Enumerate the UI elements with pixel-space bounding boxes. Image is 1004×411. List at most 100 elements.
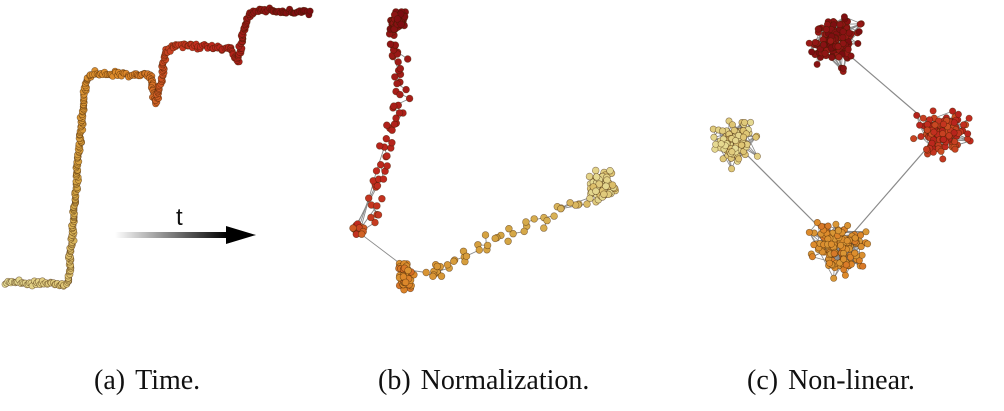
- graph-node: [483, 241, 492, 250]
- cluster-node: [854, 39, 862, 47]
- graph-node: [401, 278, 410, 287]
- cluster-node: [735, 155, 743, 163]
- cluster-node: [752, 133, 760, 141]
- cluster-node: [805, 228, 813, 236]
- time-arrow-shaft: [115, 232, 227, 238]
- graph-node: [522, 218, 530, 226]
- cluster-node: [741, 119, 749, 127]
- graph-node: [404, 55, 412, 63]
- panel-b-normalization-graph: [349, 8, 619, 294]
- graph-node: [475, 246, 483, 254]
- cluster-node: [824, 222, 832, 230]
- graph-node: [592, 187, 600, 195]
- cluster-node: [808, 253, 816, 261]
- trajectory-node: [306, 7, 314, 15]
- cluster-node: [855, 28, 863, 36]
- cluster-node: [728, 148, 736, 156]
- cluster-node: [862, 228, 870, 236]
- cluster-node: [839, 28, 847, 36]
- panel-c-nodes: [709, 13, 974, 282]
- graph-node: [583, 200, 591, 208]
- cluster-node: [821, 49, 829, 57]
- graph-node: [402, 85, 410, 94]
- cluster-node: [738, 141, 746, 149]
- cluster-node: [847, 52, 855, 60]
- cluster-node: [965, 114, 973, 122]
- cluster-node: [813, 219, 821, 227]
- panel-c-nonlinear-graph: [709, 13, 974, 282]
- panel-a-time-trajectory: t: [1, 4, 314, 290]
- cluster-node: [954, 110, 962, 118]
- cluster-node: [835, 53, 843, 61]
- graph-node: [383, 152, 391, 160]
- cluster-node: [950, 129, 958, 137]
- cluster-node: [717, 140, 725, 148]
- graph-node: [372, 167, 381, 175]
- cluster-node: [837, 241, 845, 249]
- cluster-node: [851, 249, 859, 257]
- cluster-node: [949, 107, 957, 115]
- graph-node: [390, 120, 399, 128]
- cluster-node: [916, 121, 924, 129]
- graph-node: [394, 58, 402, 66]
- cluster-node: [864, 240, 872, 248]
- panel-a-nodes: [1, 4, 314, 290]
- cluster-node: [939, 120, 947, 128]
- cluster-node: [910, 135, 918, 143]
- cluster-node: [834, 227, 842, 235]
- graph-node: [600, 190, 608, 198]
- cluster-node: [830, 250, 838, 258]
- graph-node: [443, 261, 452, 269]
- graph-node: [504, 237, 512, 246]
- cluster-node: [834, 42, 842, 50]
- graph-node: [371, 218, 379, 227]
- graph-node: [433, 262, 441, 271]
- cluster-node: [840, 13, 848, 21]
- cluster-node: [937, 147, 945, 155]
- cluster-node: [732, 137, 740, 145]
- cluster-node: [828, 53, 836, 61]
- cluster-node: [945, 132, 953, 140]
- caption-a-title: Time.: [135, 365, 201, 396]
- graph-node: [491, 234, 499, 243]
- cluster-node: [856, 20, 864, 28]
- graph-node: [393, 15, 402, 23]
- graph-node: [530, 215, 538, 223]
- cluster-node: [811, 38, 819, 46]
- cluster-node: [830, 274, 838, 282]
- cluster-node: [950, 119, 958, 127]
- cluster-node: [858, 251, 866, 259]
- graph-node: [396, 90, 404, 99]
- graph-node: [358, 230, 366, 238]
- graph-node: [392, 114, 400, 122]
- panel-a-edges: [4, 7, 310, 287]
- cluster-node: [959, 121, 967, 129]
- caption-a-marker: (a): [94, 365, 126, 396]
- graph-node: [374, 211, 383, 219]
- graph-node: [405, 94, 414, 103]
- cluster-node: [808, 48, 816, 56]
- time-arrow-head: [226, 226, 256, 244]
- graph-node: [397, 20, 405, 28]
- cluster-node: [826, 259, 834, 267]
- cluster-node: [859, 262, 867, 270]
- graph-node: [379, 175, 388, 183]
- graph-node: [557, 205, 565, 213]
- graph-node: [592, 173, 601, 181]
- graph-node: [378, 195, 386, 203]
- cluster-node: [739, 133, 747, 141]
- cluster-node: [842, 261, 850, 269]
- graph-node: [509, 230, 517, 238]
- graph-node: [550, 212, 558, 220]
- graph-node: [566, 199, 574, 207]
- cluster-node: [813, 60, 821, 68]
- cluster-node: [747, 118, 755, 126]
- cluster-node: [810, 241, 818, 249]
- cluster-node: [840, 255, 848, 263]
- cluster-node: [923, 126, 931, 134]
- graph-node: [543, 216, 551, 225]
- cluster-node: [822, 25, 830, 33]
- graph-node: [606, 167, 614, 175]
- caption-b-title: Normalization.: [420, 365, 590, 396]
